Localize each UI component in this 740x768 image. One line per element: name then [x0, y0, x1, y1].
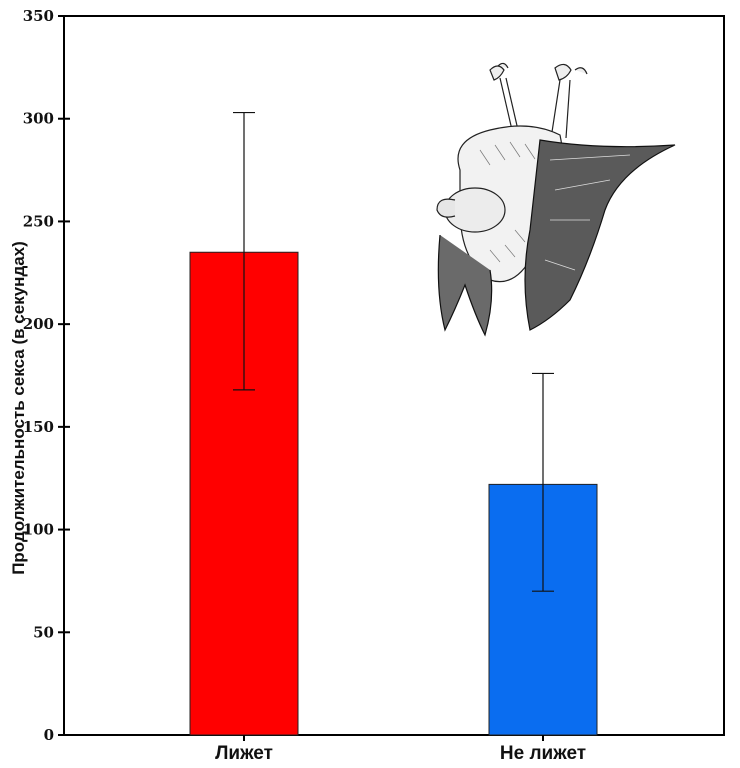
x-tick-label: Не лижет [500, 743, 586, 764]
y-tick-label: 350 [23, 7, 54, 25]
y-tick-label: 250 [23, 212, 54, 230]
plot-frame [63, 15, 725, 736]
y-axis-ticks: 0 50 100 150 200 250 300 350 [23, 7, 70, 744]
y-tick-label: 150 [23, 418, 54, 436]
y-tick-label: 0 [44, 726, 54, 744]
y-tick-label: 100 [23, 521, 54, 539]
y-axis-title: Продолжительность секса (в секундах) [9, 241, 28, 575]
bat-illustration [436, 62, 676, 337]
x-tick-label: Лижет [215, 743, 273, 764]
x-axis-labels: Лижет Не лижет [215, 735, 586, 764]
y-tick-label: 300 [23, 110, 54, 128]
bars-group [189, 111, 598, 736]
y-tick-label: 50 [33, 623, 54, 641]
y-tick-label: 200 [23, 315, 54, 333]
